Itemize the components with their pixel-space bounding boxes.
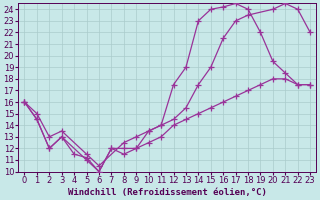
- X-axis label: Windchill (Refroidissement éolien,°C): Windchill (Refroidissement éolien,°C): [68, 188, 267, 197]
